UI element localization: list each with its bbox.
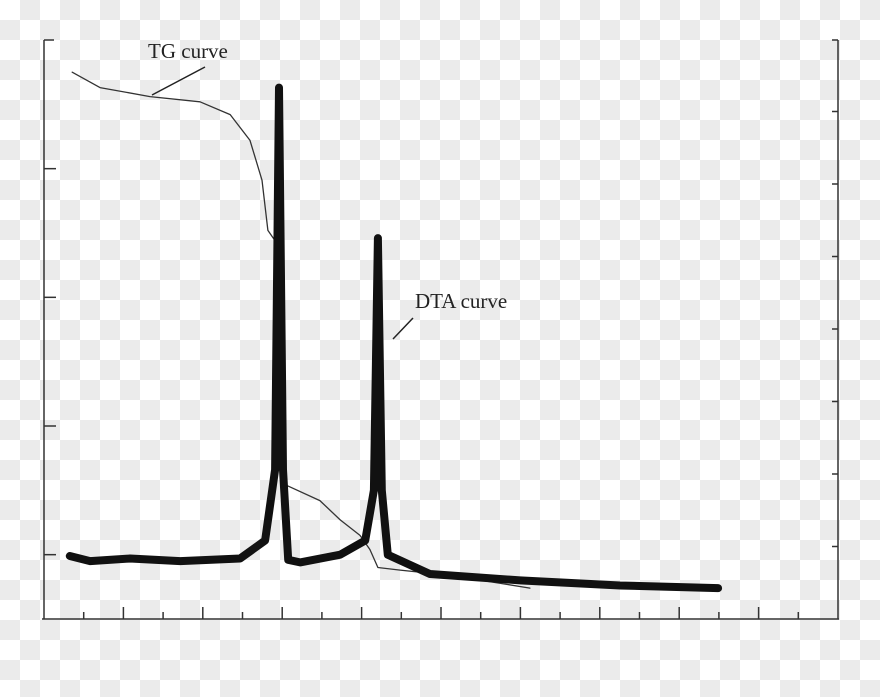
tg-curve (71, 71, 531, 589)
dta-leader-line (392, 317, 414, 340)
tg-curve-label: TG curve (148, 39, 228, 63)
dta-curve (65, 83, 723, 593)
axes (42, 39, 839, 620)
series-group (65, 71, 723, 593)
dta-curve-label: DTA curve (415, 289, 507, 313)
tg-leader-line (151, 66, 206, 96)
